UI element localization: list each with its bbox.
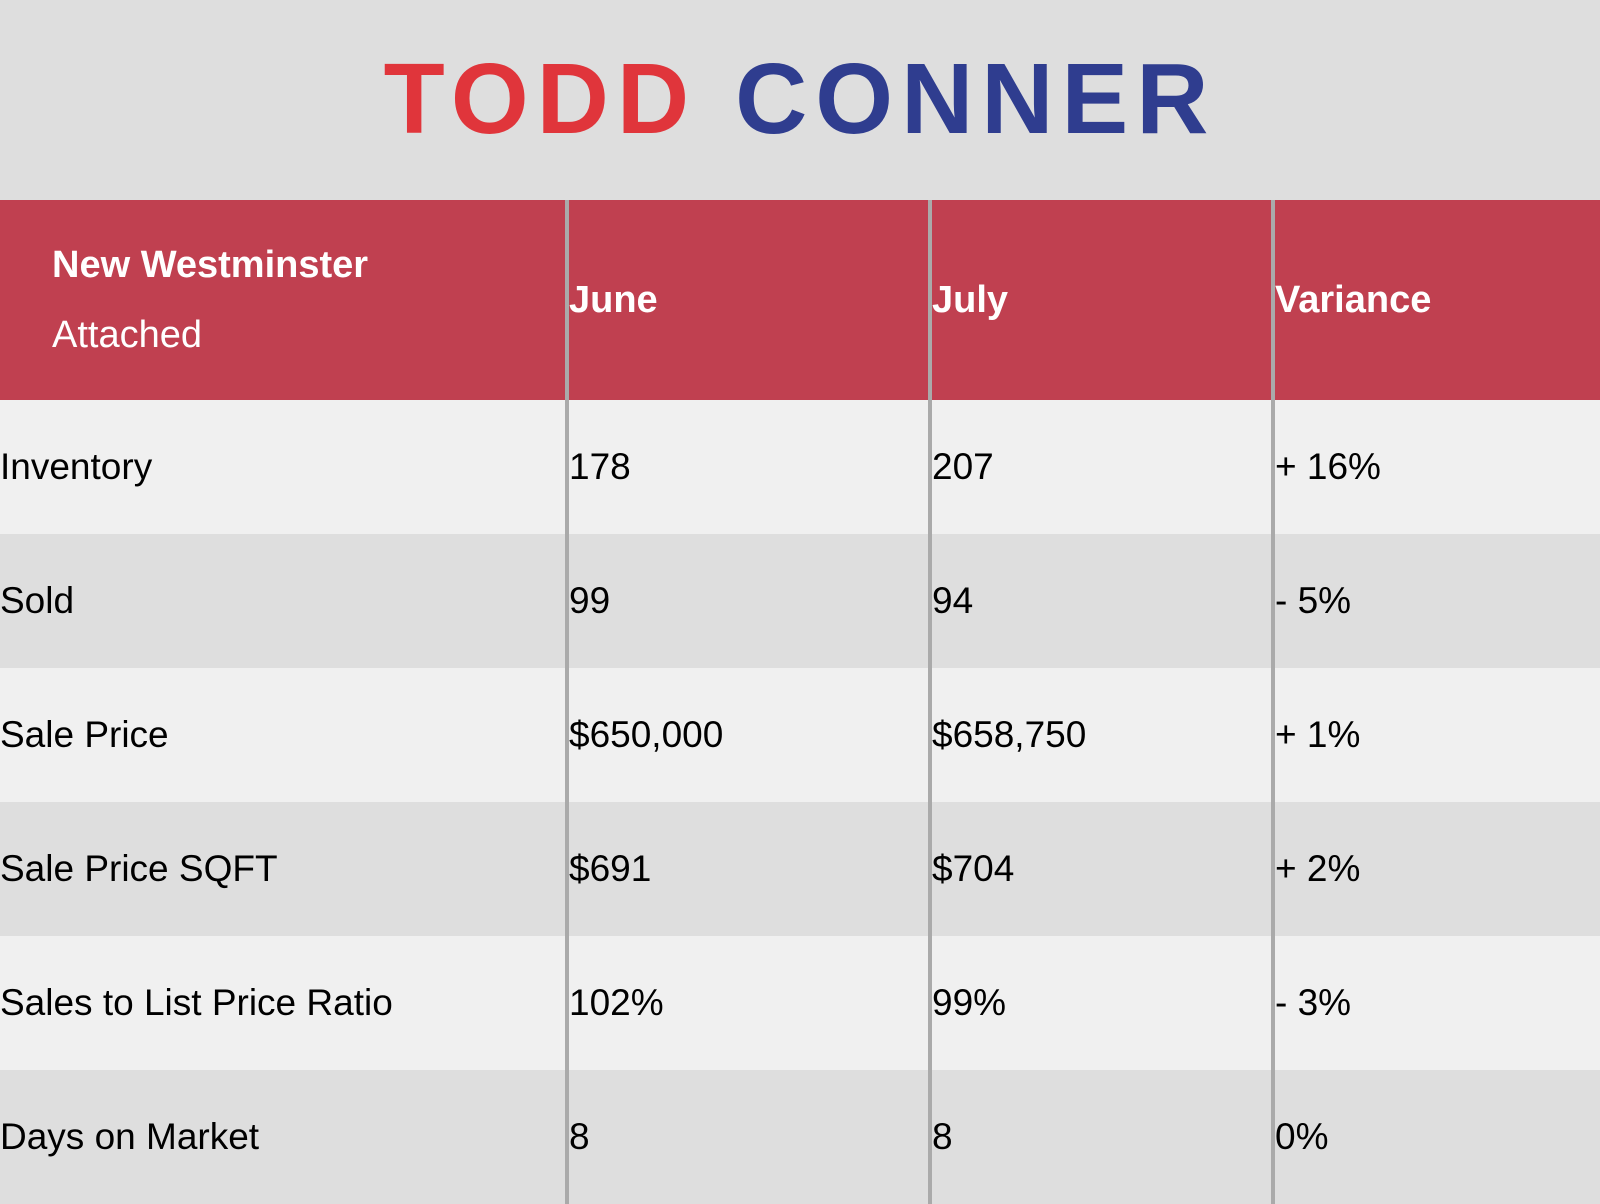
july-value: 94 — [928, 534, 1273, 668]
header-area-cell: New Westminster Attached — [0, 200, 567, 400]
variance-value: 0% — [1271, 1070, 1600, 1204]
brand-header: TODD CONNER — [0, 0, 1600, 200]
variance-value: - 3% — [1271, 936, 1600, 1070]
brand-first-name: TODD — [383, 43, 698, 155]
metric-label: Sales to List Price Ratio — [0, 982, 393, 1023]
variance-value: + 1% — [1271, 668, 1600, 802]
header-property-type: Attached — [52, 314, 202, 356]
june-value: 102% — [565, 936, 930, 1070]
header-variance: Variance — [1271, 200, 1600, 400]
table-row: Days on Market 8 8 0% — [0, 1070, 1600, 1204]
july-value: $704 — [928, 802, 1273, 936]
variance-value: - 5% — [1271, 534, 1600, 668]
brand-logo: TODD CONNER — [384, 49, 1217, 149]
june-value: 178 — [565, 400, 930, 534]
table-header-row: New Westminster Attached June July Varia… — [0, 200, 1600, 400]
variance-value: + 2% — [1271, 802, 1600, 936]
table-row: Sale Price SQFT $691 $704 + 2% — [0, 802, 1600, 936]
table-row: Inventory 178 207 + 16% — [0, 400, 1600, 534]
metric-label: Sold — [0, 580, 75, 621]
variance-value: + 16% — [1271, 400, 1600, 534]
june-value: 8 — [565, 1070, 930, 1204]
metric-label: Sale Price SQFT — [0, 848, 278, 889]
header-july: July — [928, 200, 1273, 400]
july-value: 207 — [928, 400, 1273, 534]
market-stats-table: New Westminster Attached June July Varia… — [0, 200, 1600, 1204]
june-value: $650,000 — [565, 668, 930, 802]
metric-label: Days on Market — [0, 1116, 260, 1157]
july-value: 99% — [928, 936, 1273, 1070]
july-value: 8 — [928, 1070, 1273, 1204]
july-value: $658,750 — [928, 668, 1273, 802]
june-value: 99 — [565, 534, 930, 668]
table-row: Sold 99 94 - 5% — [0, 534, 1600, 668]
header-june: June — [565, 200, 930, 400]
table-row: Sale Price $650,000 $658,750 + 1% — [0, 668, 1600, 802]
brand-last-name: CONNER — [735, 43, 1217, 155]
metric-label: Inventory — [0, 446, 153, 487]
header-area: New Westminster — [52, 244, 369, 286]
june-value: $691 — [565, 802, 930, 936]
table-row: Sales to List Price Ratio 102% 99% - 3% — [0, 936, 1600, 1070]
metric-label: Sale Price — [0, 714, 169, 755]
